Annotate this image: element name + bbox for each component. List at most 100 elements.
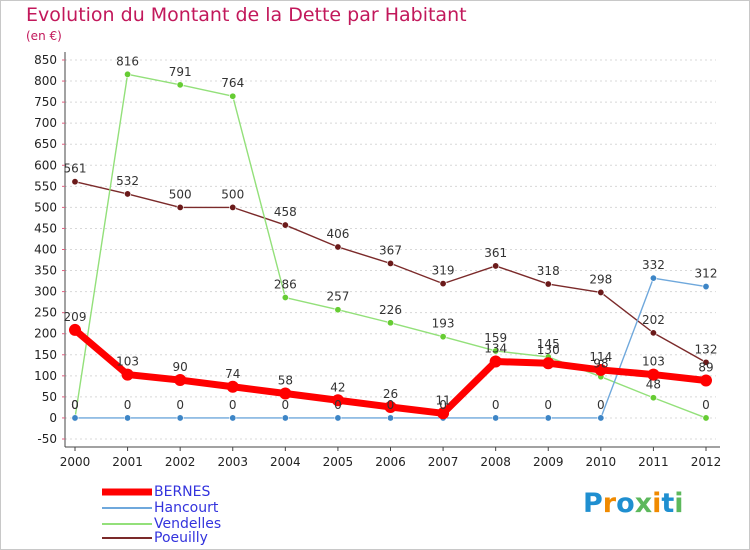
data-label-vendelles: 0 (71, 398, 79, 412)
x-tick-label: 2005 (323, 455, 354, 469)
data-label-bernes: 89 (698, 360, 713, 374)
logo-letter: r (602, 488, 617, 519)
y-tick-label: 750 (34, 95, 57, 109)
data-point-poeuilly (702, 358, 710, 366)
data-label-poeuilly: 561 (64, 162, 87, 176)
data-point-poeuilly (124, 190, 132, 198)
data-label-hancourt: 0 (492, 398, 500, 412)
data-label-bernes: 134 (484, 342, 507, 356)
data-point-poeuilly (229, 203, 237, 211)
data-label-hancourt: 332 (642, 258, 665, 272)
data-label-hancourt: 312 (695, 267, 718, 281)
logo-letter: o (616, 488, 635, 519)
x-tick-label: 2003 (217, 455, 248, 469)
data-point-vendelles (702, 414, 710, 422)
grid (65, 59, 716, 440)
x-tick-label: 2002 (165, 455, 196, 469)
x-tick-label: 2012 (691, 455, 722, 469)
data-point-vendelles (439, 333, 447, 341)
data-label-bernes: 103 (116, 355, 139, 369)
y-tick-label: 50 (42, 390, 57, 404)
data-label-hancourt: 0 (597, 398, 605, 412)
data-label-poeuilly: 406 (326, 227, 349, 241)
proxiti-logo: Proxiti (583, 488, 684, 519)
data-point-bernes (700, 374, 712, 387)
data-point-bernes (69, 323, 81, 336)
legend (102, 488, 152, 539)
chart-title: Evolution du Montant de la Dette par Hab… (26, 4, 467, 26)
data-point-vendelles (124, 70, 132, 78)
data-label-hancourt: 0 (229, 398, 237, 412)
data-label-vendelles: 257 (326, 290, 349, 304)
data-label-vendelles: 98 (593, 357, 608, 371)
data-point-hancourt (492, 414, 500, 422)
legend-label-poeuilly: Poeuilly (154, 530, 208, 546)
data-label-hancourt: 0 (334, 398, 342, 412)
data-label-bernes: 42 (330, 380, 345, 394)
data-point-hancourt (176, 414, 184, 422)
y-tick-label: 300 (34, 285, 57, 299)
data-label-vendelles: 286 (274, 278, 297, 292)
x-tick-label: 2010 (586, 455, 617, 469)
logo-letter: t (661, 488, 675, 519)
data-point-vendelles (229, 92, 237, 100)
y-tick-label: 550 (34, 179, 57, 193)
data-label-hancourt: 0 (124, 398, 132, 412)
y-tick-label: 250 (34, 306, 57, 320)
data-label-poeuilly: 298 (589, 272, 612, 286)
data-point-bernes (226, 380, 239, 393)
data-point-bernes (331, 394, 344, 407)
data-label-poeuilly: 319 (432, 264, 455, 278)
data-label-vendelles: 791 (169, 65, 192, 79)
data-point-bernes (174, 374, 187, 387)
data-label-hancourt: 0 (439, 398, 447, 412)
data-point-poeuilly (334, 243, 342, 251)
y-tick-label: 400 (34, 243, 57, 257)
data-label-bernes: 58 (278, 374, 293, 388)
data-point-bernes (542, 357, 555, 370)
data-labels: 209 103 90 74 58 42 26 11 134 130 114 103 89 0 0 0 0 0 0 0 0… (64, 54, 718, 412)
data-label-bernes: 103 (642, 355, 665, 369)
data-point-bernes (384, 400, 397, 413)
data-label-vendelles: 816 (116, 54, 139, 68)
data-label-poeuilly: 458 (274, 205, 297, 219)
data-point-vendelles (334, 306, 342, 314)
data-point-poeuilly (386, 259, 394, 267)
data-label-poeuilly: 367 (379, 243, 402, 257)
data-point-poeuilly (492, 262, 500, 270)
data-label-vendelles: 0 (702, 398, 710, 412)
x-tick-label: 2006 (375, 455, 406, 469)
data-label-hancourt: 0 (71, 398, 79, 412)
data-point-vendelles (386, 319, 394, 327)
data-label-bernes: 209 (64, 310, 87, 324)
y-tick-label: 850 (34, 53, 57, 67)
x-tick-label: 2009 (533, 455, 564, 469)
data-point-vendelles (281, 294, 289, 302)
x-tick-label: 2008 (480, 455, 511, 469)
data-point-hancourt (281, 414, 289, 422)
data-label-vendelles: 193 (432, 317, 455, 331)
data-label-vendelles: 48 (646, 378, 661, 392)
data-point-vendelles (649, 394, 657, 402)
y-tick-label: 200 (34, 327, 57, 341)
x-tick-label: 2011 (638, 455, 669, 469)
data-point-bernes (489, 355, 502, 368)
data-label-poeuilly: 202 (642, 313, 665, 327)
legend-label-vendelles: Vendelles (154, 516, 222, 532)
y-tick-label: -50 (37, 432, 57, 446)
data-label-hancourt: 0 (387, 398, 395, 412)
data-point-hancourt (124, 414, 132, 422)
y-tick-label: 0 (49, 411, 57, 425)
data-label-poeuilly: 500 (221, 187, 244, 201)
data-point-poeuilly (544, 280, 552, 288)
data-point-bernes (279, 387, 292, 400)
data-point-poeuilly (439, 280, 447, 288)
data-label-hancourt: 0 (176, 398, 184, 412)
data-point-poeuilly (281, 221, 289, 229)
data-label-vendelles: 764 (221, 76, 244, 90)
data-point-hancourt (649, 274, 657, 282)
data-label-poeuilly: 500 (169, 187, 192, 201)
data-point-hancourt (229, 414, 237, 422)
legend-label-hancourt: Hancourt (154, 500, 219, 516)
